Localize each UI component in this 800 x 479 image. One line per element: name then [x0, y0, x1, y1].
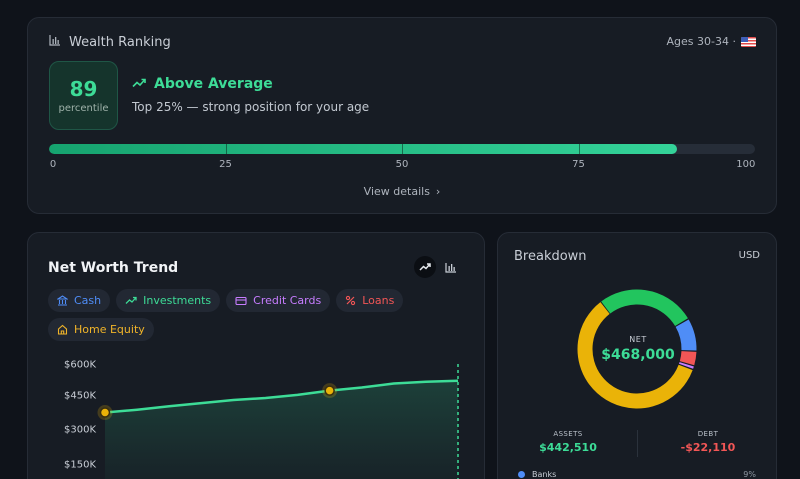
bar-chart-icon	[49, 34, 61, 50]
us-flag-icon	[741, 36, 756, 47]
assets-value: $442,510	[539, 441, 597, 454]
assets-summary: ASSETS $442,510	[498, 430, 638, 454]
bank-icon	[57, 295, 68, 306]
y-axis: $600K $450K $300K $150K	[48, 357, 100, 477]
bar-chart-icon	[445, 262, 456, 273]
line-chart-toggle[interactable]	[414, 256, 436, 278]
percentile-progress-bar	[49, 144, 755, 154]
status-subtext: Top 25% — strong position for your age	[132, 100, 370, 114]
percentile-label: percentile	[58, 102, 109, 114]
category-filters: Cash Investments Credit Cards Loans Home…	[48, 289, 468, 341]
progress-tick	[578, 144, 580, 154]
chevron-right-icon: ›	[435, 185, 441, 198]
chip-label: Loans	[362, 294, 395, 307]
chip-label: Home Equity	[74, 323, 145, 336]
chip-label: Credit Cards	[253, 294, 322, 307]
summary-divider	[637, 430, 638, 457]
net-worth-area	[105, 380, 458, 479]
net-worth-chart	[97, 364, 459, 479]
scale-label: 75	[572, 159, 585, 170]
legend-value: 9%	[743, 469, 756, 479]
y-tick-label: $300K	[64, 424, 97, 436]
data-point-marker[interactable]	[99, 407, 111, 418]
donut-segment[interactable]	[564, 276, 710, 422]
status-text: Above Average	[154, 76, 273, 92]
scale-label: 25	[219, 159, 232, 170]
trend-up-icon	[132, 76, 146, 92]
percentile-badge: 89 percentile	[49, 61, 118, 130]
net-worth-line	[104, 379, 459, 414]
view-details-label: View details	[363, 185, 430, 198]
y-tick-label: $600K	[64, 359, 97, 371]
chart-type-toggle	[414, 256, 462, 278]
status-heading: Above Average	[132, 76, 273, 92]
data-point-marker[interactable]	[324, 385, 335, 396]
wealth-ranking-header: Wealth Ranking	[49, 34, 171, 50]
progress-scale: 0 25 50 75 100	[49, 159, 756, 173]
bar-chart-toggle[interactable]	[440, 256, 462, 278]
assets-debt-summary: ASSETS $442,510 DEBT -$22,110	[498, 430, 778, 460]
progress-tick	[225, 144, 227, 154]
scale-label: 50	[395, 159, 409, 170]
progress-tick	[402, 144, 403, 154]
line-chart-icon	[419, 263, 431, 271]
y-tick-label: $150K	[64, 459, 97, 471]
breakdown-card: Breakdown USD NET $468,000 ASSETS $442,5…	[497, 232, 777, 479]
net-value: $468,000	[601, 347, 675, 363]
age-group-label: Ages 30-34 ·	[666, 35, 736, 48]
wealth-ranking-card: Wealth Ranking Ages 30-34 · 89 percentil…	[27, 17, 777, 214]
chip-label: Investments	[143, 294, 212, 307]
age-group[interactable]: Ages 30-34 ·	[667, 35, 756, 48]
net-worth-trend-title: Net Worth Trend	[48, 260, 179, 276]
legend-label: Banks	[532, 469, 557, 479]
debt-label: DEBT	[697, 430, 719, 438]
y-tick-label: $450K	[64, 390, 97, 402]
filter-chip-loans[interactable]: Loans	[336, 289, 404, 312]
filter-chip-investments[interactable]: Investments	[116, 289, 221, 312]
filter-chip-cash[interactable]: Cash	[48, 289, 111, 312]
debt-value: -$22,110	[680, 441, 736, 454]
net-label: NET	[629, 335, 647, 344]
credit-card-icon	[235, 296, 247, 305]
loan-icon	[346, 295, 356, 306]
breakdown-donut-chart	[564, 276, 710, 422]
currency-label: USD	[738, 250, 760, 261]
view-details-link[interactable]: View details ›	[28, 185, 776, 198]
percentile-value: 89	[69, 76, 98, 101]
trend-up-icon	[125, 296, 137, 304]
filter-chip-credit-cards[interactable]: Credit Cards	[226, 289, 331, 312]
legend-item-banks[interactable]: Banks 9%	[518, 468, 756, 479]
home-icon	[57, 324, 68, 335]
scale-label: 0	[49, 159, 57, 170]
chart-markers	[97, 383, 338, 421]
breakdown-title: Breakdown	[514, 249, 587, 264]
donut-segment[interactable]	[564, 276, 710, 422]
wealth-ranking-title: Wealth Ranking	[69, 34, 171, 50]
net-worth-trend-card: Net Worth Trend Cash Investments Credit …	[27, 232, 485, 479]
legend-color-dot	[518, 470, 525, 478]
filter-chip-home-equity[interactable]: Home Equity	[48, 318, 154, 341]
scale-label: 100	[736, 159, 756, 170]
assets-label: ASSETS	[553, 430, 583, 438]
chip-label: Cash	[74, 294, 102, 307]
percentile-progress-fill	[49, 144, 678, 154]
debt-summary: DEBT -$22,110	[638, 430, 778, 454]
